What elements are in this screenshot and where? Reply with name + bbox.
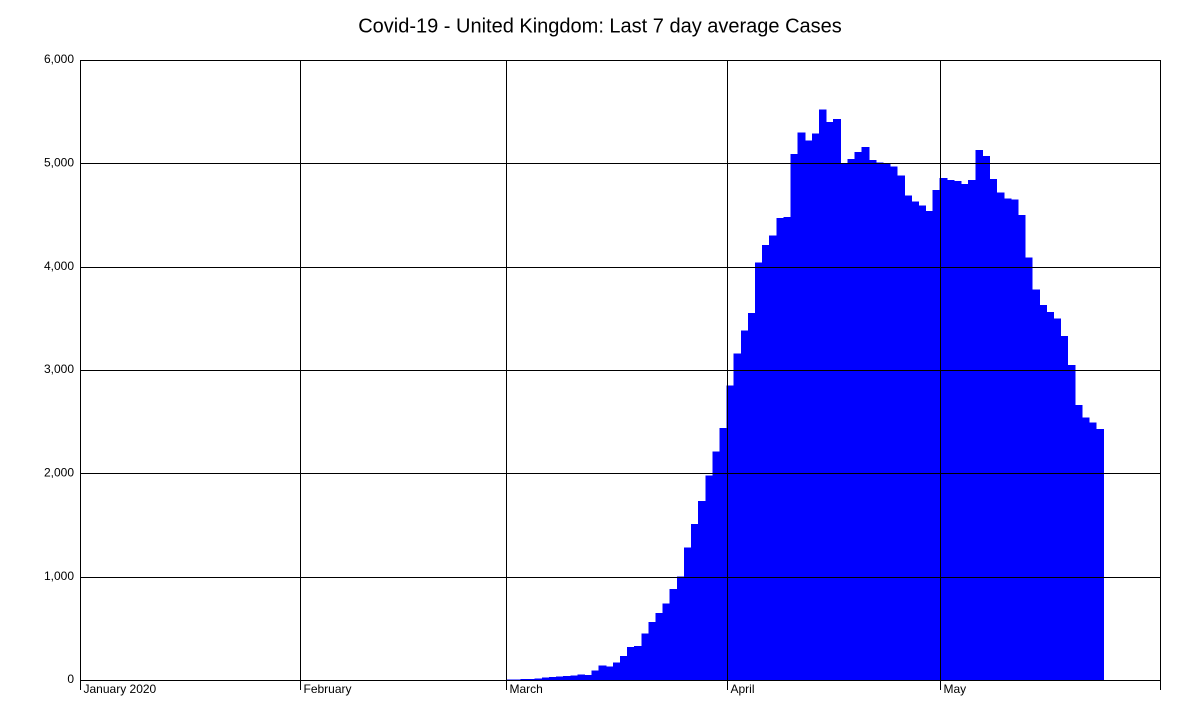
x-tick-label: February bbox=[304, 682, 352, 696]
bar bbox=[776, 218, 785, 680]
bar bbox=[563, 676, 571, 680]
bar bbox=[1081, 417, 1090, 680]
bar bbox=[1032, 289, 1040, 680]
bar bbox=[755, 262, 763, 680]
bar bbox=[1003, 198, 1012, 680]
bar bbox=[918, 205, 927, 680]
bar bbox=[826, 122, 834, 680]
bar bbox=[762, 244, 770, 680]
bar bbox=[854, 151, 863, 680]
y-tick-label: 1,000 bbox=[44, 569, 74, 583]
bar bbox=[968, 179, 976, 680]
bar bbox=[1046, 312, 1055, 680]
bar bbox=[833, 118, 841, 680]
bar bbox=[520, 679, 529, 680]
bar bbox=[691, 523, 699, 680]
bar bbox=[627, 646, 635, 680]
y-tick-label: 4,000 bbox=[44, 259, 74, 273]
plot-border bbox=[80, 60, 1161, 681]
bar bbox=[740, 330, 749, 680]
bar bbox=[719, 427, 728, 680]
bar bbox=[1074, 405, 1083, 680]
bar bbox=[584, 674, 593, 680]
bar bbox=[769, 235, 777, 680]
bar bbox=[655, 612, 664, 680]
bar bbox=[556, 676, 564, 680]
bar bbox=[669, 589, 678, 680]
bar bbox=[989, 178, 998, 681]
bar bbox=[612, 662, 621, 680]
bar bbox=[1039, 304, 1047, 680]
bar bbox=[577, 674, 586, 680]
bar bbox=[1017, 215, 1026, 680]
bar bbox=[939, 177, 948, 681]
bar bbox=[1067, 364, 1076, 680]
bar bbox=[733, 353, 742, 680]
bar bbox=[1096, 428, 1104, 680]
y-tick-label: 5,000 bbox=[44, 156, 74, 170]
bar bbox=[790, 154, 799, 681]
bar bbox=[726, 385, 735, 680]
bar bbox=[911, 201, 920, 681]
bar bbox=[897, 175, 905, 680]
bar bbox=[783, 217, 792, 681]
bar bbox=[676, 576, 685, 680]
x-tick-label: January 2020 bbox=[84, 682, 157, 696]
bar bbox=[868, 160, 877, 680]
chart-title: Covid-19 - United Kingdom: Last 7 day av… bbox=[358, 15, 842, 37]
bar bbox=[975, 149, 983, 680]
bar bbox=[961, 184, 969, 680]
bar bbox=[620, 656, 628, 680]
bar bbox=[534, 678, 543, 680]
bar bbox=[548, 677, 557, 680]
bar bbox=[605, 666, 614, 680]
bar bbox=[570, 675, 578, 680]
x-tick-label: May bbox=[944, 682, 967, 696]
bar bbox=[527, 678, 536, 680]
bar bbox=[541, 677, 550, 680]
bar bbox=[811, 133, 820, 680]
x-tick-label: March bbox=[510, 682, 543, 696]
y-tick-label: 0 bbox=[67, 672, 74, 686]
bar bbox=[875, 162, 884, 681]
bar bbox=[712, 451, 721, 680]
bar bbox=[932, 190, 941, 680]
bar bbox=[847, 159, 856, 680]
bar bbox=[1088, 422, 1097, 680]
bar bbox=[747, 313, 756, 680]
bar bbox=[648, 622, 657, 680]
bar bbox=[598, 665, 607, 680]
bar bbox=[662, 603, 671, 680]
y-tick-label: 3,000 bbox=[44, 362, 74, 376]
bar bbox=[591, 670, 600, 680]
bar bbox=[904, 195, 912, 680]
bar bbox=[1053, 318, 1062, 680]
bar bbox=[634, 645, 642, 680]
bar bbox=[982, 156, 991, 681]
bar bbox=[946, 179, 955, 680]
bar bbox=[804, 140, 813, 681]
x-tick-label: April bbox=[731, 682, 755, 696]
bar bbox=[683, 547, 692, 680]
bar bbox=[641, 633, 650, 680]
y-tick-label: 2,000 bbox=[44, 466, 74, 480]
bar bbox=[996, 192, 1005, 680]
y-tick-label: 6,000 bbox=[44, 52, 74, 66]
bar bbox=[1060, 335, 1069, 680]
bar bbox=[818, 109, 827, 681]
bar bbox=[882, 163, 891, 681]
bar bbox=[1010, 199, 1019, 680]
bar bbox=[797, 132, 806, 681]
bar bbox=[840, 163, 848, 681]
bar bbox=[1025, 257, 1033, 680]
bar bbox=[953, 180, 962, 680]
bar bbox=[861, 146, 870, 681]
bar bbox=[890, 166, 898, 680]
bar bbox=[925, 210, 934, 680]
bar bbox=[698, 501, 706, 680]
